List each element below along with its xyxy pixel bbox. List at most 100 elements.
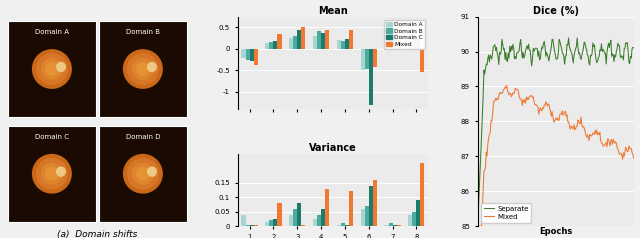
Ellipse shape [147,166,157,177]
Bar [321,209,325,226]
Bar [397,225,401,226]
Bar [301,26,305,49]
Line: Mixed: Mixed [477,85,634,226]
Separate [515,49,523,52]
Bar [345,39,349,49]
Bar [397,29,401,49]
Bar [269,220,273,226]
Bar [273,219,278,226]
Bar [408,215,412,226]
Bar [349,192,353,226]
Bar [246,225,250,226]
Mixed [503,84,511,87]
Bar [392,225,397,226]
FancyBboxPatch shape [8,126,95,222]
Bar [253,225,258,226]
Separate [474,225,481,228]
Bar [241,215,246,226]
Separate [564,36,572,39]
Bar [337,225,341,226]
Mixed [504,89,511,92]
Legend: Domain A, Domain B, Domain C, Mixed: Domain A, Domain B, Domain C, Mixed [384,20,426,49]
Ellipse shape [132,163,154,185]
Ellipse shape [123,154,163,194]
Mixed [617,152,625,155]
Bar [360,49,365,70]
Bar [408,34,412,49]
Bar [250,225,253,226]
Ellipse shape [136,167,150,181]
Bar [360,209,365,226]
Text: Domain C: Domain C [35,134,69,140]
Mixed [516,97,524,100]
Ellipse shape [56,166,66,177]
Separate [503,59,511,62]
Line: Separate: Separate [477,38,634,226]
Separate [623,42,630,45]
Ellipse shape [45,167,59,181]
Bar [293,209,297,226]
Ellipse shape [127,53,159,85]
Bar [301,225,305,226]
Bar [388,223,392,226]
Ellipse shape [32,49,72,89]
Bar [412,35,417,49]
Ellipse shape [56,62,66,72]
Ellipse shape [36,53,68,85]
Bar [297,203,301,226]
Text: Domain A: Domain A [35,29,69,35]
Title: Dice (%): Dice (%) [532,6,579,16]
Bar [289,38,293,49]
Bar [321,33,325,49]
Bar [412,212,417,226]
Ellipse shape [132,58,154,80]
Bar [293,36,297,49]
Bar [266,222,269,226]
Bar [365,49,369,69]
Bar [278,34,282,49]
Bar [317,31,321,49]
Bar [349,30,353,49]
Ellipse shape [45,62,59,76]
FancyBboxPatch shape [99,21,186,117]
Bar [313,36,317,49]
Bar [278,203,282,226]
Title: Variance: Variance [309,143,357,153]
Bar [273,41,278,49]
Bar [337,40,341,49]
Bar [345,225,349,226]
X-axis label: Epochs: Epochs [539,228,572,237]
Legend: Separate, Mixed: Separate, Mixed [481,203,531,223]
Bar [317,215,321,226]
Ellipse shape [136,62,150,76]
Mixed [480,170,488,173]
Text: Domain D: Domain D [125,134,160,140]
Bar [269,42,273,49]
Bar [341,41,345,49]
Title: Mean: Mean [318,6,348,16]
Ellipse shape [32,154,72,194]
Separate [617,56,625,59]
Text: Domain B: Domain B [126,29,160,35]
Bar [420,49,424,72]
Ellipse shape [123,49,163,89]
Ellipse shape [41,58,63,80]
Bar [388,33,392,49]
Bar [372,49,377,67]
Bar [253,49,258,65]
Bar [365,206,369,226]
Bar [289,215,293,226]
Bar [297,30,301,49]
Separate [480,69,488,72]
Separate [483,63,491,66]
Bar [325,30,329,49]
Bar [372,180,377,226]
FancyBboxPatch shape [8,21,95,117]
Ellipse shape [36,158,68,190]
Mixed [483,155,491,158]
Bar [369,186,372,226]
FancyBboxPatch shape [99,126,186,222]
Bar [313,219,317,226]
Mixed [630,156,637,159]
Bar [385,33,388,49]
